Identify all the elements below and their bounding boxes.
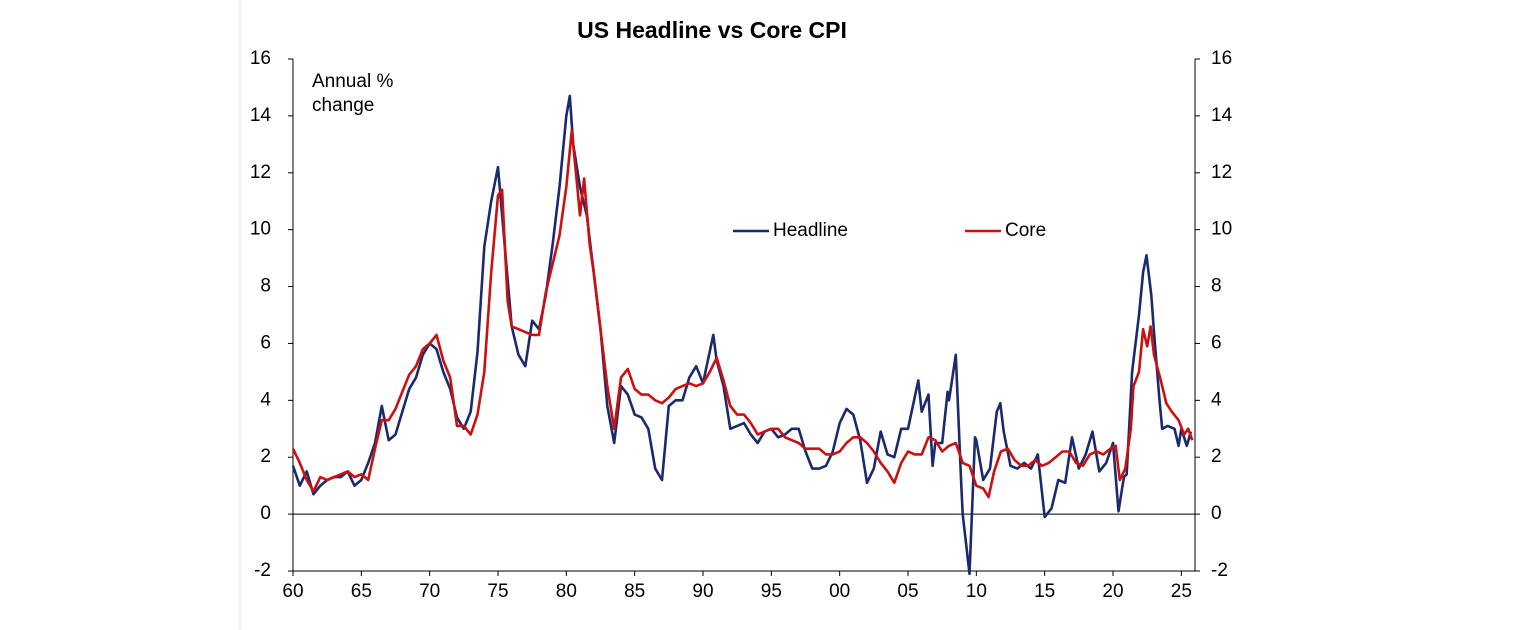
y2-tick-label: 0 — [1211, 503, 1222, 524]
y-tick-label: 0 — [260, 503, 271, 524]
x-tick-label: 65 — [351, 581, 372, 602]
x-tick-label: 75 — [487, 581, 508, 602]
y2-tick-label: 6 — [1211, 332, 1222, 353]
y-tick-label: 12 — [250, 162, 271, 183]
x-tick-label: 80 — [556, 581, 577, 602]
x-tick-label: 70 — [419, 581, 440, 602]
x-tick-label: 00 — [829, 581, 850, 602]
y-tick-label: 10 — [250, 219, 271, 240]
annotation: change — [312, 95, 374, 116]
x-tick-label: 95 — [761, 581, 782, 602]
x-tick-label: 05 — [897, 581, 918, 602]
series-line — [291, 128, 1194, 499]
y-tick-label: -2 — [254, 560, 271, 581]
y-tick-label: 16 — [250, 48, 271, 69]
x-tick-label: 90 — [692, 581, 713, 602]
x-tick-label: 10 — [966, 581, 987, 602]
y2-tick-label: 4 — [1211, 389, 1222, 410]
legend-label: Core — [1005, 220, 1046, 241]
x-tick-label: 60 — [282, 581, 303, 602]
legend-label: Headline — [773, 220, 848, 241]
y2-tick-label: -2 — [1211, 560, 1228, 581]
y-tick-label: 14 — [250, 105, 272, 126]
y2-tick-label: 12 — [1211, 162, 1232, 183]
y-tick-label: 8 — [260, 276, 271, 297]
y2-tick-label: 14 — [1211, 105, 1233, 126]
x-tick-label: 25 — [1171, 581, 1192, 602]
y-tick-label: 2 — [260, 446, 271, 467]
x-tick-label: 20 — [1102, 581, 1123, 602]
y2-tick-label: 2 — [1211, 446, 1222, 467]
chart-title: US Headline vs Core CPI — [577, 17, 847, 43]
y-tick-label: 4 — [260, 389, 271, 410]
x-tick-label: 85 — [624, 581, 645, 602]
annotation: Annual % — [312, 71, 393, 92]
y2-tick-label: 16 — [1211, 48, 1232, 69]
y-tick-label: 6 — [260, 332, 271, 353]
y2-tick-label: 10 — [1211, 219, 1232, 240]
x-tick-label: 15 — [1034, 581, 1055, 602]
y2-tick-label: 8 — [1211, 276, 1222, 297]
